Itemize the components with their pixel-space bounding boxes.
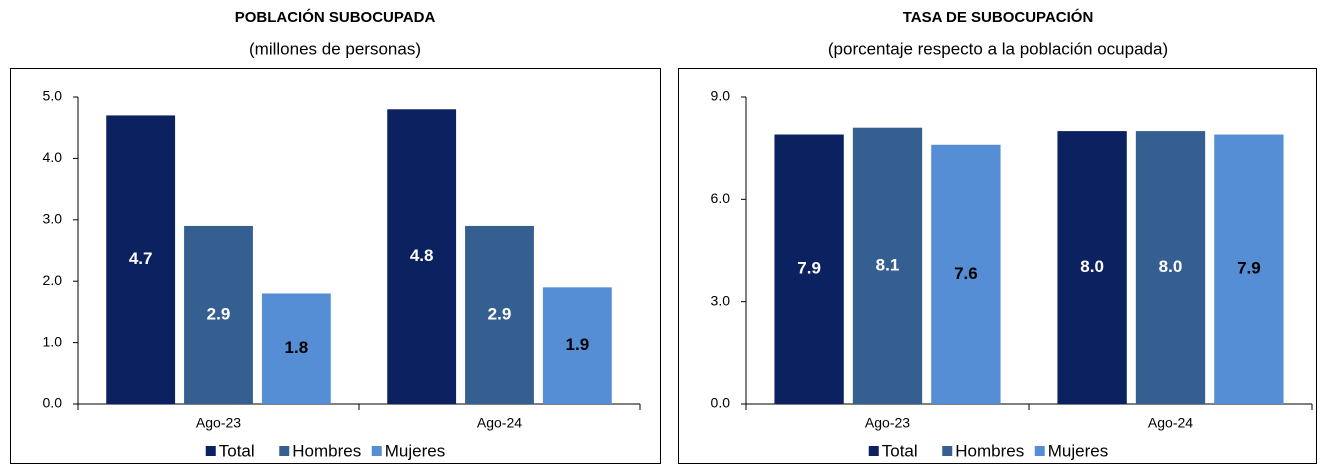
bar: [852, 127, 923, 404]
y-tick-label: 5.0: [43, 88, 63, 104]
bar: [931, 144, 1001, 404]
x-tick-label: Ago-23: [865, 415, 910, 431]
legend-swatch: [279, 446, 290, 456]
y-tick-label: 6.0: [711, 190, 731, 206]
y-tick-label: 4.0: [43, 149, 63, 165]
value-label: 8.0: [1080, 257, 1104, 276]
value-label: 2.9: [488, 304, 512, 323]
chart-title: POBLACIÓN SUBOCUPADA: [235, 8, 436, 26]
y-tick-label: 0.0: [43, 395, 63, 411]
y-tick-label: 0.0: [711, 395, 731, 411]
value-label: 1.8: [285, 338, 309, 357]
bar: [261, 293, 331, 404]
value-label: 7.9: [797, 259, 821, 278]
bar: [184, 225, 253, 404]
bar: [1214, 134, 1284, 404]
value-label: 7.9: [1237, 259, 1261, 278]
legend-label: Hombres: [955, 441, 1024, 460]
legend-swatch: [205, 446, 216, 456]
value-label: 2.9: [207, 304, 231, 323]
legend-swatch: [371, 446, 382, 456]
bar: [106, 115, 176, 405]
value-label: 4.8: [410, 246, 434, 265]
y-tick-label: 1.0: [43, 333, 63, 349]
y-tick-label: 3.0: [43, 211, 63, 227]
x-tick-label: Ago-24: [477, 415, 522, 431]
legend-label: Mujeres: [385, 441, 445, 460]
chart-subtitle: (millones de personas): [249, 39, 421, 58]
legend-swatch: [1034, 446, 1045, 456]
legend-swatch: [868, 446, 879, 456]
legend-label: Total: [219, 441, 255, 460]
x-tick-label: Ago-24: [1148, 415, 1193, 431]
y-tick-label: 3.0: [711, 292, 731, 308]
chart-subtitle: (porcentaje respecto a la población ocup…: [828, 39, 1168, 58]
bar: [1057, 131, 1127, 404]
x-tick-label: Ago-23: [196, 415, 241, 431]
bar: [465, 225, 534, 404]
chart-title: TASA DE SUBOCUPACIÓN: [903, 8, 1094, 26]
legend-label: Total: [882, 441, 918, 460]
value-label: 8.0: [1159, 257, 1183, 276]
y-tick-label: 2.0: [43, 272, 63, 288]
value-label: 1.9: [566, 335, 590, 354]
y-tick-label: 9.0: [711, 88, 731, 104]
value-label: 4.7: [129, 249, 153, 268]
value-label: 7.6: [954, 264, 978, 283]
bar: [774, 134, 844, 404]
panel-frame: [10, 68, 661, 464]
bar: [387, 109, 457, 404]
legend-label: Mujeres: [1048, 441, 1108, 460]
bar: [1135, 131, 1206, 404]
legend-label: Hombres: [292, 441, 361, 460]
legend-swatch: [942, 446, 953, 456]
value-label: 8.1: [876, 255, 900, 274]
panel-frame: [678, 68, 1317, 464]
bar: [542, 287, 612, 404]
